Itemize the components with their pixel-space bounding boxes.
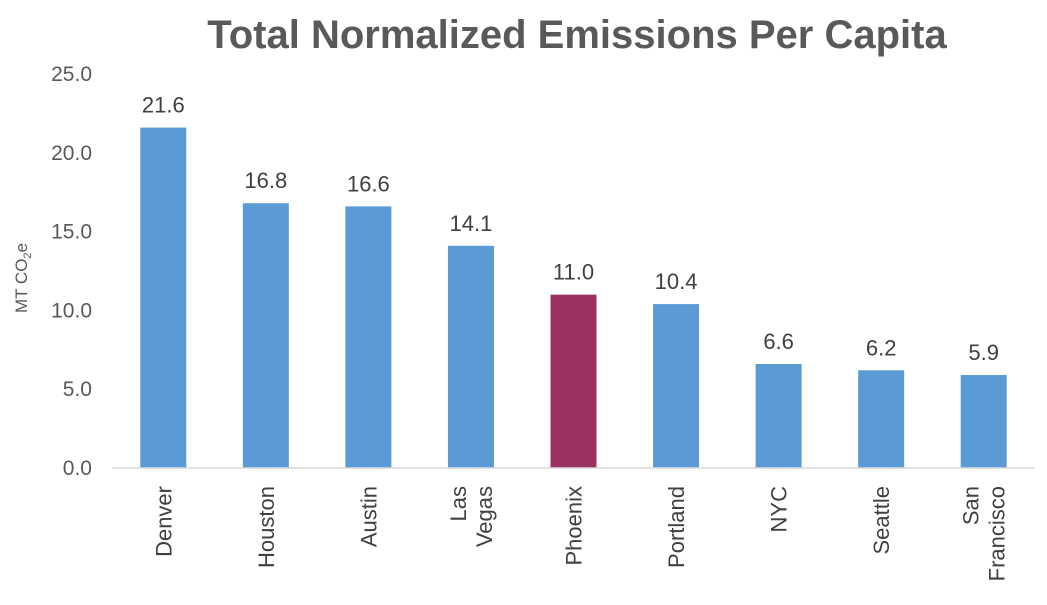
x-tick-label-line: NYC	[767, 486, 792, 533]
data-label: 16.8	[244, 168, 287, 193]
x-tick-label: Las Vegas	[446, 486, 497, 547]
x-tick-label-line: Houston	[254, 486, 279, 568]
bar	[550, 294, 597, 468]
bar	[447, 245, 494, 468]
y-tick-label: 20.0	[51, 142, 92, 165]
x-tick-label: NYC	[767, 486, 792, 533]
data-label: 21.6	[142, 93, 185, 118]
x-tick-label: San Francisco	[959, 486, 1010, 581]
x-tick-label-line: Vegas	[472, 486, 497, 547]
bars	[140, 127, 1007, 469]
bar	[653, 304, 700, 468]
y-tick-label: 10.0	[51, 299, 92, 322]
data-label: 14.1	[450, 211, 493, 236]
bar	[960, 375, 1007, 468]
bar	[858, 370, 905, 468]
y-axis-label-suffix: e	[12, 243, 31, 252]
bar	[755, 363, 802, 468]
x-tick-label-line: Austin	[356, 486, 381, 547]
bar	[345, 206, 392, 468]
chart-title: Total Normalized Emissions Per Capita	[207, 13, 947, 57]
x-tick-label-line: Denver	[151, 486, 176, 557]
data-label: 10.4	[655, 269, 698, 294]
data-label: 11.0	[553, 260, 594, 285]
data-labels: 21.6 16.8 16.6 14.1 11.0 10.4 6.6 6.2 5.9	[142, 93, 999, 365]
y-tick-label: 25.0	[51, 63, 92, 86]
x-tick-label: Austin	[356, 486, 381, 547]
x-tick-label-line: Portland	[664, 486, 689, 568]
x-tick-label: Phoenix	[562, 486, 587, 566]
y-tick-label: 5.0	[63, 378, 92, 401]
y-axis-label-main: MT CO	[12, 259, 31, 313]
x-tick-label-line: Las	[446, 486, 471, 521]
data-label: 16.6	[347, 171, 390, 196]
y-tick-label: 15.0	[51, 221, 92, 244]
x-tick-label-line: Francisco	[985, 486, 1010, 581]
y-tick-labels: 0.0 5.0 10.0 15.0 20.0 25.0	[51, 63, 92, 480]
x-tick-label: Houston	[254, 486, 279, 568]
bar	[140, 127, 187, 469]
data-label: 6.6	[763, 329, 794, 354]
x-tick-label-line: San	[959, 486, 984, 525]
x-tick-labels: Denver Houston Austin Las Vegas Phoenix Portla…	[151, 486, 1009, 581]
data-label: 6.2	[866, 335, 897, 360]
x-tick-label: Seattle	[869, 486, 894, 555]
data-label: 5.9	[968, 340, 999, 365]
y-axis-label: MT CO2e	[12, 243, 34, 313]
x-tick-label-line: Seattle	[869, 486, 894, 555]
x-tick-label-line: Phoenix	[562, 486, 587, 566]
x-tick-label: Denver	[151, 486, 176, 557]
y-axis-label-subscript: 2	[22, 252, 34, 258]
x-tick-label: Portland	[664, 486, 689, 568]
y-tick-label: 0.0	[63, 457, 92, 480]
bar	[242, 203, 289, 468]
